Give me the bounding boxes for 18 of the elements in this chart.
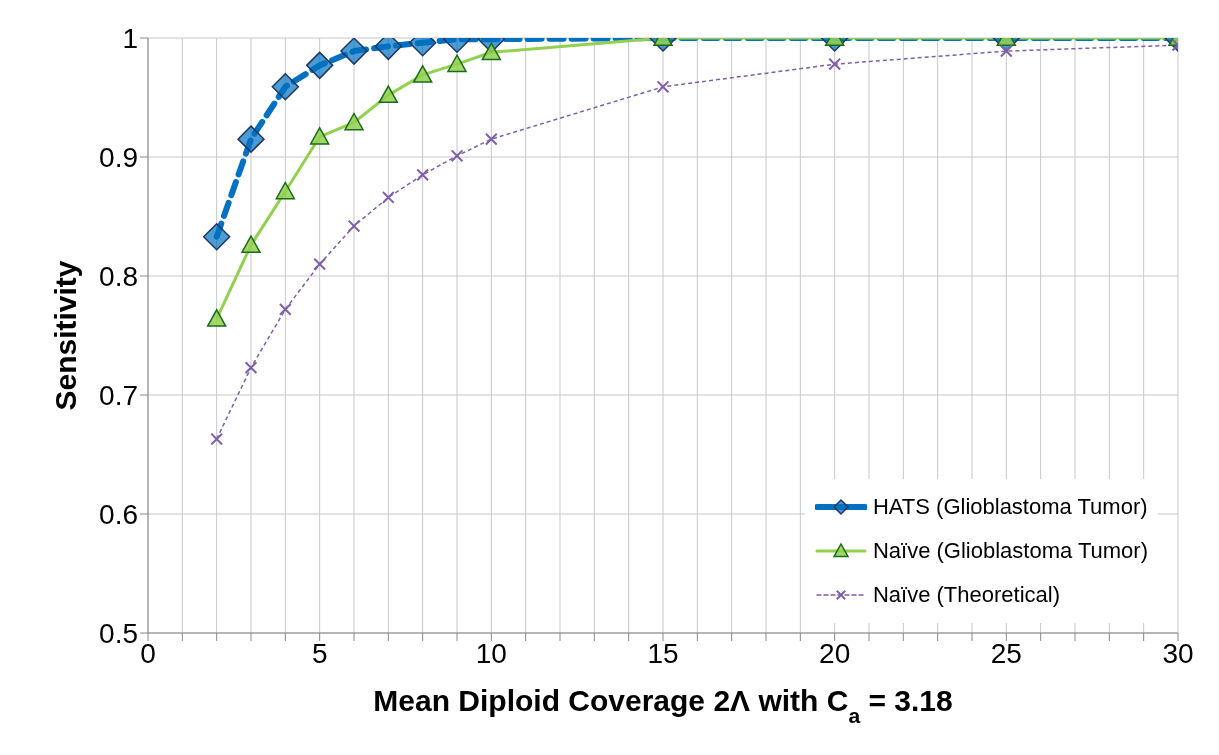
y-tick-label: 1 [122,22,138,54]
x-tick-label: 15 [647,637,679,669]
y-tick-label: 0.6 [99,498,138,530]
x-tick-label: 20 [819,637,851,669]
x-axis-title: Mean Diploid Coverage 2Λ with C$_{a}$ = 3.18 [373,684,953,727]
legend-label: Naïve (Theoretical) [872,582,1060,608]
y-tick-label: 0.8 [99,260,138,292]
y-tick-label: 0.7 [99,379,138,411]
x-tick-label: 5 [311,637,328,669]
x-tick-label: 0 [140,637,156,669]
x-tick-label: 25 [990,637,1022,669]
x-tick-label: 10 [475,637,507,669]
y-tick-label: 0.9 [99,141,138,173]
legend-label: HATS (Glioblastoma Tumor) [872,494,1148,520]
y-axis-title: Sensitivity [49,260,82,411]
y-tick-label: 0.5 [99,617,138,649]
legend-label: Naïve (Glioblastoma Tumor) [872,538,1148,564]
x-tick-label: 30 [1162,637,1194,669]
